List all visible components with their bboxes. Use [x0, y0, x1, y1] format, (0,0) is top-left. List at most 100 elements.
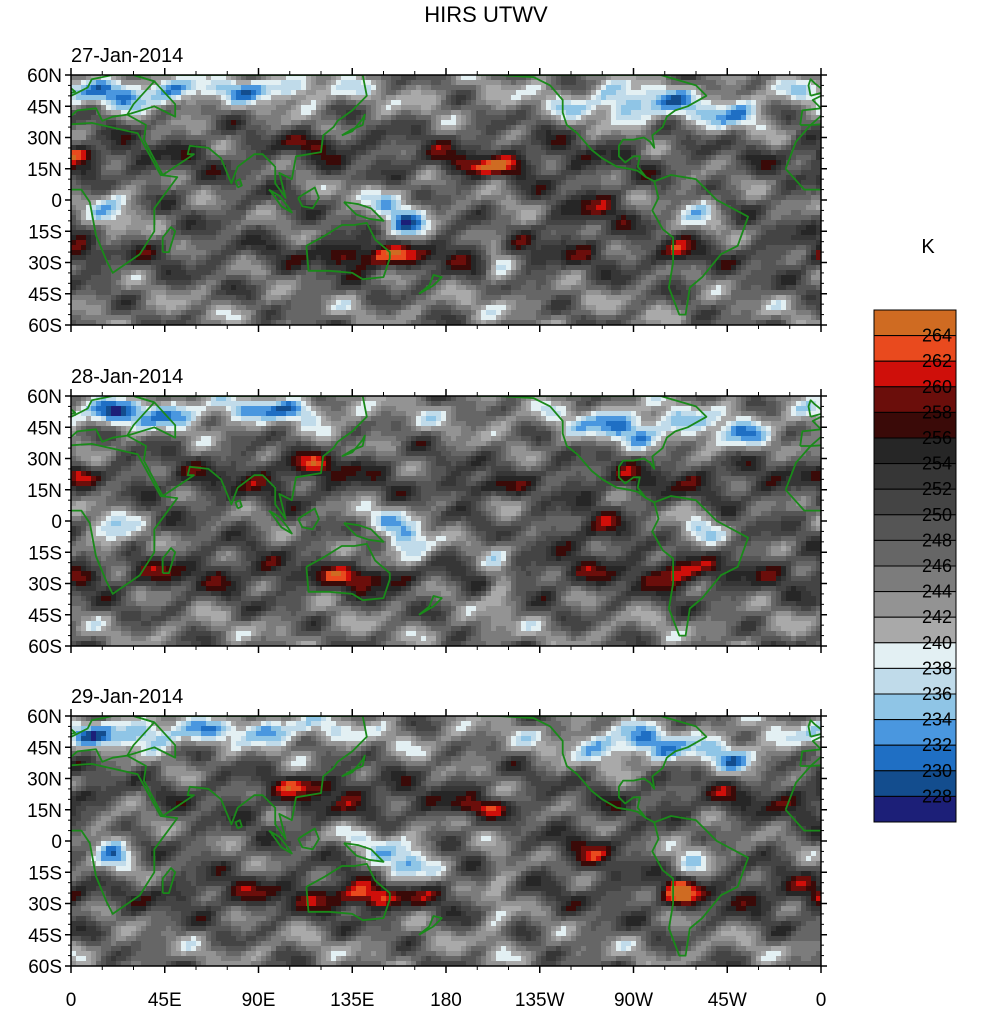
- field-cell: [276, 125, 282, 131]
- field-cell: [716, 125, 722, 131]
- field-cell: [681, 205, 687, 211]
- field-cell: [316, 85, 322, 91]
- field-cell: [276, 190, 282, 196]
- field-cell: [706, 160, 712, 166]
- field-cell: [426, 80, 432, 86]
- field-cell: [696, 175, 702, 181]
- field-cell: [431, 195, 437, 201]
- field-cell: [381, 175, 387, 181]
- field-cell: [491, 220, 497, 226]
- field-cell: [596, 95, 602, 101]
- field-cell: [246, 105, 252, 111]
- field-cell: [346, 230, 352, 236]
- field-cell: [436, 180, 442, 186]
- field-cell: [586, 80, 592, 86]
- field-cell: [241, 175, 247, 181]
- field-cell: [606, 195, 612, 201]
- field-cell: [596, 125, 602, 131]
- field-cell: [251, 195, 257, 201]
- field-cell: [581, 170, 587, 176]
- field-cell: [276, 195, 282, 201]
- field-cell: [471, 215, 477, 221]
- field-cell: [746, 160, 752, 166]
- field-cell: [401, 235, 407, 241]
- field-cell: [791, 225, 797, 231]
- field-cell: [766, 200, 772, 206]
- field-cell: [791, 125, 797, 131]
- field-cell: [591, 100, 597, 106]
- field-cell: [261, 80, 267, 86]
- field-cell: [766, 80, 772, 86]
- field-cell: [736, 145, 742, 151]
- field-cell: [391, 235, 397, 241]
- field-cell: [361, 165, 367, 171]
- field-cell: [791, 100, 797, 106]
- field-cell: [461, 205, 467, 211]
- field-cell: [626, 160, 632, 166]
- field-cell: [591, 165, 597, 171]
- field-cell: [346, 95, 352, 101]
- field-cell: [431, 90, 437, 96]
- field-cell: [516, 180, 522, 186]
- field-cell: [296, 215, 302, 221]
- field-cell: [416, 205, 422, 211]
- field-cell: [546, 165, 552, 171]
- field-cell: [136, 210, 142, 216]
- field-cell: [571, 130, 577, 136]
- field-cell: [226, 195, 232, 201]
- field-cell: [616, 220, 622, 226]
- field-cell: [446, 105, 452, 111]
- field-cell: [521, 80, 527, 86]
- field-cell: [621, 100, 627, 106]
- field-cell: [681, 140, 687, 146]
- field-cell: [186, 215, 192, 221]
- field-cell: [451, 140, 457, 146]
- field-cell: [466, 175, 472, 181]
- field-cell: [351, 220, 357, 226]
- field-cell: [416, 115, 422, 121]
- field-cell: [96, 95, 102, 101]
- field-cell: [591, 190, 597, 196]
- field-cell: [741, 195, 747, 201]
- field-cell: [176, 200, 182, 206]
- field-cell: [361, 235, 367, 241]
- field-cell: [366, 200, 372, 206]
- field-cell: [161, 130, 167, 136]
- field-cell: [251, 170, 257, 176]
- field-cell: [236, 150, 242, 156]
- field-cell: [611, 220, 617, 226]
- field-cell: [216, 225, 222, 231]
- field-cell: [516, 165, 522, 171]
- field-cell: [546, 200, 552, 206]
- field-cell: [531, 135, 537, 141]
- field-cell: [136, 180, 142, 186]
- field-cell: [126, 160, 132, 166]
- field-cell: [541, 150, 547, 156]
- field-cell: [341, 190, 347, 196]
- field-cell: [506, 205, 512, 211]
- field-cell: [716, 115, 722, 121]
- field-cell: [231, 135, 237, 141]
- field-cell: [686, 215, 692, 221]
- field-cell: [736, 90, 742, 96]
- field-cell: [166, 225, 172, 231]
- field-cell: [136, 155, 142, 161]
- field-cell: [706, 235, 712, 241]
- field-cell: [471, 115, 477, 121]
- field-cell: [776, 90, 782, 96]
- field-cell: [221, 175, 227, 181]
- field-cell: [146, 190, 152, 196]
- field-cell: [471, 175, 477, 181]
- field-cell: [611, 85, 617, 91]
- field-cell: [76, 150, 82, 156]
- field-cell: [606, 215, 612, 221]
- field-cell: [156, 235, 162, 241]
- field-cell: [211, 155, 217, 161]
- field-cell: [456, 155, 462, 161]
- field-cell: [491, 110, 497, 116]
- field-cell: [481, 230, 487, 236]
- field-cell: [746, 195, 752, 201]
- field-cell: [656, 180, 662, 186]
- field-cell: [351, 165, 357, 171]
- field-cell: [261, 90, 267, 96]
